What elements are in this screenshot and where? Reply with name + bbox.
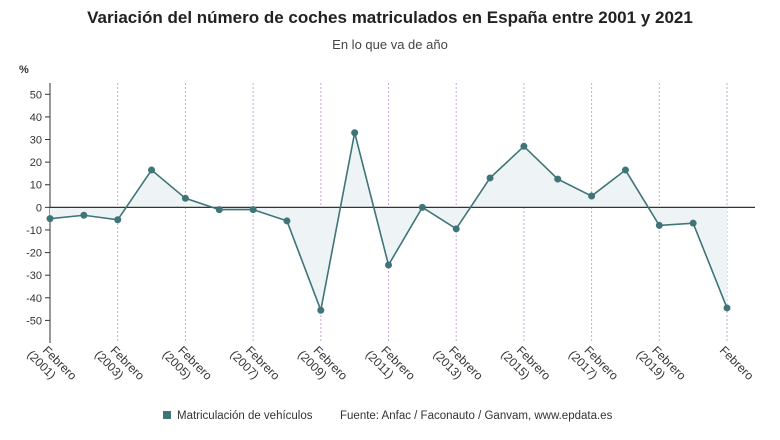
x-tick-label: Febrero(2005) bbox=[160, 343, 215, 383]
source-note: Fuente: Anfac / Faconauto / Ganvam, www.… bbox=[340, 410, 613, 422]
data-point bbox=[249, 206, 257, 214]
data-point bbox=[46, 215, 54, 223]
x-axis-ticks: Febrero(2001) Febrero(2003) Febrero(2005) F… bbox=[24, 343, 757, 383]
x-tick-label: Febrero(2009) bbox=[295, 343, 350, 383]
data-point bbox=[520, 142, 528, 150]
y-tick-label: 30 bbox=[30, 135, 42, 147]
data-point bbox=[588, 192, 596, 200]
data-point bbox=[385, 261, 392, 269]
x-tick-label: Febrero(2017) bbox=[566, 343, 621, 383]
data-point bbox=[148, 166, 156, 174]
series-points bbox=[46, 129, 731, 314]
data-point bbox=[655, 221, 663, 229]
y-tick-label: 50 bbox=[30, 89, 42, 101]
data-point bbox=[317, 306, 325, 314]
x-tick-label: Febrero(2011) bbox=[363, 343, 418, 383]
data-point bbox=[80, 211, 88, 219]
x-tick-label: Febrero(2013) bbox=[431, 343, 486, 383]
x-tick-label: Febrero bbox=[717, 343, 757, 383]
y-tick-label: 40 bbox=[30, 112, 42, 124]
y-tick-label: 20 bbox=[30, 157, 42, 169]
data-point bbox=[689, 219, 697, 227]
data-point bbox=[215, 206, 223, 214]
data-point bbox=[418, 203, 426, 211]
y-tick-label: -10 bbox=[26, 225, 42, 237]
y-tick-label: 0 bbox=[36, 202, 42, 214]
y-tick-label: -40 bbox=[26, 293, 42, 305]
series-area bbox=[50, 132, 727, 311]
legend: Matriculación de vehículos bbox=[163, 410, 313, 422]
data-point bbox=[554, 175, 562, 183]
chart-subtitle: En lo que va de año bbox=[332, 37, 448, 52]
series-area-fill bbox=[50, 132, 727, 311]
data-point bbox=[181, 194, 189, 202]
x-tick-label: Febrero(2007) bbox=[227, 343, 282, 383]
data-point bbox=[486, 174, 494, 182]
chart-title: Variación del número de coches matricula… bbox=[87, 8, 693, 27]
data-point bbox=[452, 225, 460, 233]
data-point bbox=[621, 166, 629, 174]
y-tick-label: 10 bbox=[30, 180, 42, 192]
x-tick-label: Febrero(2001) bbox=[24, 343, 79, 383]
y-axis-label: % bbox=[19, 64, 29, 76]
legend-swatch bbox=[163, 410, 171, 419]
y-axis-ticks: 50 40 30 20 10 0 -10 -20 -30 -40 -50 bbox=[26, 89, 50, 327]
x-tick-label: Febrero(2019) bbox=[634, 343, 689, 383]
data-point bbox=[351, 129, 359, 137]
y-tick-label: -50 bbox=[26, 315, 42, 327]
legend-label: Matriculación de vehículos bbox=[177, 410, 313, 422]
data-point bbox=[114, 216, 122, 224]
y-tick-label: -20 bbox=[26, 248, 42, 260]
data-point bbox=[723, 304, 731, 312]
x-tick-label-line1: Febrero bbox=[717, 343, 757, 383]
data-point bbox=[283, 217, 291, 225]
y-tick-label: -30 bbox=[26, 270, 42, 282]
x-tick-label: Febrero(2015) bbox=[498, 343, 553, 383]
x-tick-label: Febrero(2003) bbox=[92, 343, 147, 383]
